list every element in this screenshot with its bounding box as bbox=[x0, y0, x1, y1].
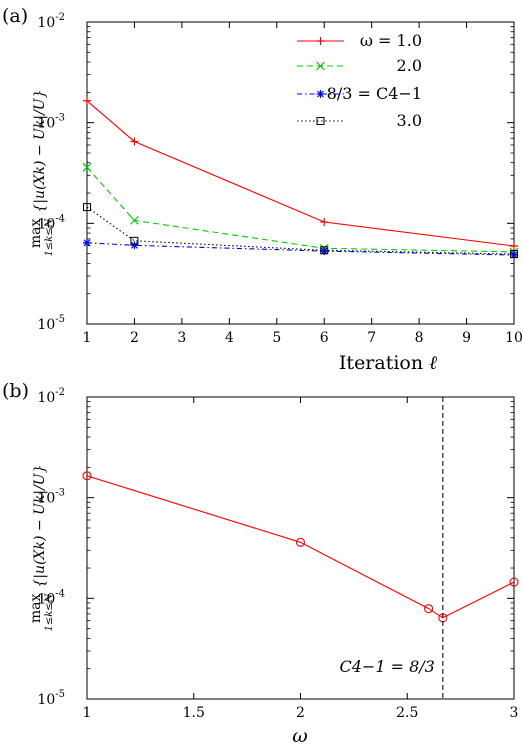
series-line-b-0 bbox=[86, 475, 515, 619]
data-point-a-2 bbox=[130, 241, 139, 250]
x-tick-label-a: 5 bbox=[272, 330, 281, 346]
y-tick-label-a: 10-5 bbox=[37, 314, 65, 333]
data-point-a-2 bbox=[83, 238, 91, 247]
legend-a: ω = 1.0 2.0 8/3 = C4−1 3.0 bbox=[297, 31, 422, 130]
chart-panel-a: 1 2 3 4 5 6 7 8 9 10 10-5 10-4 10-3 10-2 (a) max 1≤k≤N {|… bbox=[2, 5, 523, 374]
data-point-a-0 bbox=[510, 242, 518, 251]
x-tick-label-a: 6 bbox=[320, 330, 329, 346]
data-point-b-0 bbox=[295, 537, 306, 547]
legend-marker-a-2 bbox=[316, 90, 325, 98]
plot-frame-b bbox=[86, 396, 515, 700]
y-tick-label-b: 10-3 bbox=[37, 488, 65, 507]
data-point-a-2 bbox=[510, 250, 518, 259]
chart-panel-b: 1 1.5 2 2.5 3 10-5 10-4 10-3 10-2 (b) max 1≤k≤N {|u(… bbox=[2, 380, 519, 747]
y-tick-label-a: 10-2 bbox=[37, 12, 65, 31]
y-tick-label-b: 10-4 bbox=[37, 588, 65, 607]
x-tick-label-a: 2 bbox=[130, 330, 139, 346]
series-line-a-0 bbox=[86, 100, 515, 247]
x-tick-label-b: 2.5 bbox=[396, 705, 418, 721]
legend-label-a-2: 8/3 = C4−1 bbox=[327, 84, 422, 103]
data-point-a-0 bbox=[130, 137, 139, 146]
data-point-a-1 bbox=[82, 162, 92, 172]
y-axis-label-op-b: max bbox=[28, 593, 44, 623]
x-tick-label-b: 3 bbox=[510, 705, 519, 721]
data-point-b-0 bbox=[509, 577, 519, 587]
x-tick-label-b: 2 bbox=[296, 705, 305, 721]
data-point-b-0 bbox=[424, 604, 434, 614]
legend-label-a-1: 2.0 bbox=[397, 56, 422, 75]
y-axis-label-expr-b: {|u(Xk) − Uk|/U} bbox=[32, 464, 48, 587]
data-point-a-1 bbox=[130, 215, 139, 225]
y-tick-label-b: 10-2 bbox=[37, 387, 65, 406]
x-tick-label-b: 1 bbox=[83, 705, 92, 721]
legend-marker-a-3 bbox=[316, 117, 325, 125]
legend-marker-a-0 bbox=[316, 37, 325, 45]
y-axis-label-b: max 1≤k≤N {|u(Xk) − Uk|/U} bbox=[28, 464, 55, 631]
data-point-a-3 bbox=[130, 236, 139, 245]
series-line-a-2 bbox=[86, 242, 515, 256]
legend-label-a-0: ω = 1.0 bbox=[360, 31, 422, 50]
y-axis-label-sub-b: 1≤k≤N bbox=[44, 592, 55, 631]
x-tick-label-a: 8 bbox=[415, 330, 424, 346]
legend-label-a-3: 3.0 bbox=[397, 111, 422, 130]
series-line-a-3 bbox=[86, 206, 515, 255]
x-tick-label-a: 7 bbox=[367, 330, 376, 346]
y-tick-label-a: 10-4 bbox=[37, 213, 65, 232]
x-tick-label-a: 10 bbox=[505, 330, 523, 346]
x-tick-label-b: 1.5 bbox=[183, 705, 205, 721]
series-line-a-1 bbox=[86, 166, 515, 253]
data-point-a-3 bbox=[510, 250, 518, 259]
x-tick-label-a: 3 bbox=[177, 330, 186, 346]
data-point-a-0 bbox=[83, 96, 91, 105]
data-point-a-0 bbox=[320, 218, 329, 227]
reference-line-label-b: C4−1 = 8/3 bbox=[339, 657, 434, 676]
y-tick-label-b: 10-5 bbox=[37, 689, 65, 708]
data-point-b-0 bbox=[82, 471, 92, 481]
x-tick-label-a: 1 bbox=[83, 330, 92, 346]
data-point-a-3 bbox=[83, 203, 91, 212]
x-tick-label-a: 9 bbox=[462, 330, 471, 346]
plot-frame-a bbox=[86, 21, 515, 325]
y-axis-label-sub-a: 1≤k≤N bbox=[44, 217, 55, 256]
x-axis-label-b: ω bbox=[292, 725, 308, 747]
data-point-a-3 bbox=[320, 246, 329, 255]
y-axis-label-op-a: max bbox=[28, 218, 44, 248]
x-tick-label-a: 4 bbox=[225, 330, 234, 346]
legend-marker-a-1 bbox=[316, 61, 325, 71]
panel-label-a: (a) bbox=[2, 5, 28, 27]
x-axis-label-a: Iteration ℓ bbox=[339, 352, 437, 374]
y-tick-label-a: 10-3 bbox=[37, 113, 65, 132]
y-axis-label-expr-a: {|u(Xk) − Uk|/U} bbox=[32, 89, 48, 212]
data-point-a-2 bbox=[320, 247, 329, 256]
panel-label-b: (b) bbox=[2, 380, 29, 402]
y-axis-label-a: max 1≤k≤N {|u(Xk) − Uk|/U} bbox=[28, 89, 55, 256]
